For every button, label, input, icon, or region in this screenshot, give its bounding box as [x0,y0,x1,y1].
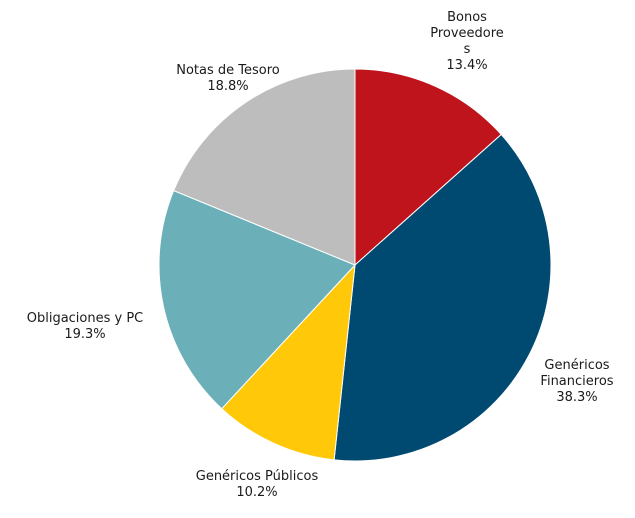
slice-category-label: Financieros [540,374,613,389]
slice-category-label: Proveedore [430,26,504,41]
slice-category-label: Genéricos [544,358,609,373]
slice-category-label: s [464,42,471,57]
slice-value-label: 10.2% [236,485,277,500]
pie-slices [158,68,552,462]
slice-value-label: 19.3% [64,327,105,342]
pie-slice [173,68,356,266]
slice-value-label: 18.8% [207,79,248,94]
pie-slice [354,68,502,267]
pie-slice [221,263,356,461]
pie-slice [333,133,552,462]
slice-value-label: 13.4% [446,58,487,73]
slice-category-label: Obligaciones y PC [27,311,144,326]
slice-category-label: Bonos [447,10,487,25]
slice-value-label: 38.3% [556,390,597,405]
slice-category-label: Notas de Tesoro [176,63,280,78]
slice-category-label: Genéricos Públicos [196,469,319,484]
